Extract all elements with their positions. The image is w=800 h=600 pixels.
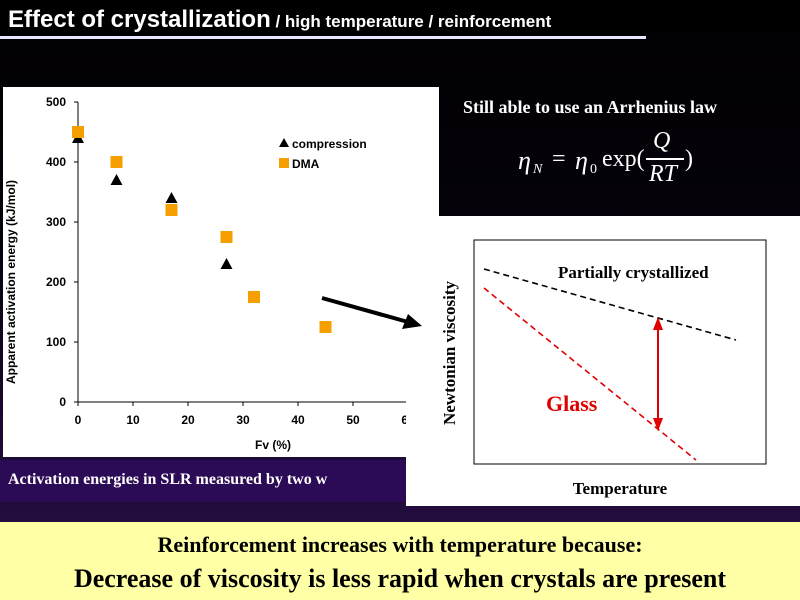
formula-sub-n: N <box>533 162 543 177</box>
data-point-dma <box>248 291 260 303</box>
title-sub: / high temperature / reinforcement <box>270 12 552 31</box>
formula-eta-n: η <box>518 146 531 175</box>
formula-equals: = <box>552 146 566 172</box>
activation-energy-chart: 01020304050600100200300400500 Fv (%) App… <box>3 87 439 457</box>
connector-arrow-icon <box>321 296 422 329</box>
title-underline <box>0 36 646 39</box>
line-partially-crystallized <box>483 268 737 341</box>
x-tick-label: 20 <box>181 413 195 427</box>
label-glass: Glass <box>546 391 598 416</box>
formula-close-paren: ) <box>685 146 693 172</box>
plot-frame <box>473 239 767 465</box>
plot-area <box>78 102 408 402</box>
data-point-dma <box>110 156 123 168</box>
conclusion-band: Reinforcement increases with temperature… <box>0 522 800 600</box>
slide-title: Effect of crystallization / high tempera… <box>8 6 551 34</box>
legend-label-dma: DMA <box>292 157 320 171</box>
data-point-dma <box>72 126 84 138</box>
formula-fraction-bar <box>646 158 684 160</box>
data-point-compression <box>165 192 178 203</box>
y-tick-label: 400 <box>46 155 66 169</box>
title-main: Effect of crystallization <box>8 6 271 33</box>
y-axis-label: Apparent activation energy (kJ/mol) <box>4 180 18 384</box>
difference-arrow-head-down <box>653 418 663 431</box>
formula-exp: exp( <box>602 146 645 172</box>
difference-arrow-head-up <box>653 317 663 330</box>
x-tick-label: 0 <box>75 413 82 427</box>
y-tick-label: 500 <box>46 95 66 109</box>
y-axis-label-viscosity: Newtonian viscosity <box>440 280 459 425</box>
data-point-dma <box>319 321 332 333</box>
formula-eta-0: η <box>575 146 588 175</box>
x-tick-label: 10 <box>126 413 140 427</box>
viscosity-plot: Partially crystallized Glass Temperature… <box>440 239 767 498</box>
label-partially-crystallized: Partially crystallized <box>558 263 709 282</box>
y-tick-label: 100 <box>46 335 66 349</box>
x-axis-label-temperature: Temperature <box>573 479 668 498</box>
data-point-dma <box>220 231 233 243</box>
data-point-dma <box>165 204 178 216</box>
viscosity-schematic-chart: Partially crystallized Glass Temperature… <box>406 216 800 506</box>
arrhenius-label: Still able to use an Arrhenius law <box>463 97 718 117</box>
x-axis-label: Fv (%) <box>255 438 291 452</box>
formula-numerator: Q <box>653 128 671 154</box>
legend-triangle-marker <box>279 138 289 147</box>
legend: compression DMA <box>279 137 367 171</box>
caption-band <box>0 460 440 502</box>
legend-square-marker <box>279 158 289 168</box>
legend-label-compression: compression <box>292 137 367 151</box>
x-tick-label: 30 <box>236 413 250 427</box>
conclusion-line-2: Decrease of viscosity is less rapid when… <box>73 564 727 593</box>
line-glass <box>483 287 697 461</box>
x-tick-label: 40 <box>291 413 305 427</box>
x-tick-label: 50 <box>346 413 360 427</box>
arrhenius-formula: η N = η 0 exp( Q RT ) <box>515 128 715 190</box>
formula-sub-0: 0 <box>590 162 597 177</box>
formula-denominator: RT <box>649 161 678 187</box>
conclusion-line-1: Reinforcement increases with temperature… <box>157 532 643 557</box>
y-tick-label: 0 <box>59 395 66 409</box>
activation-energy-plot: 01020304050600100200300400500 Fv (%) App… <box>4 95 415 452</box>
y-tick-label: 300 <box>46 215 66 229</box>
data-point-compression <box>220 258 233 269</box>
y-tick-label: 200 <box>46 275 66 289</box>
chart-caption: Activation energies in SLR measured by t… <box>8 471 328 488</box>
data-point-compression <box>110 174 123 185</box>
